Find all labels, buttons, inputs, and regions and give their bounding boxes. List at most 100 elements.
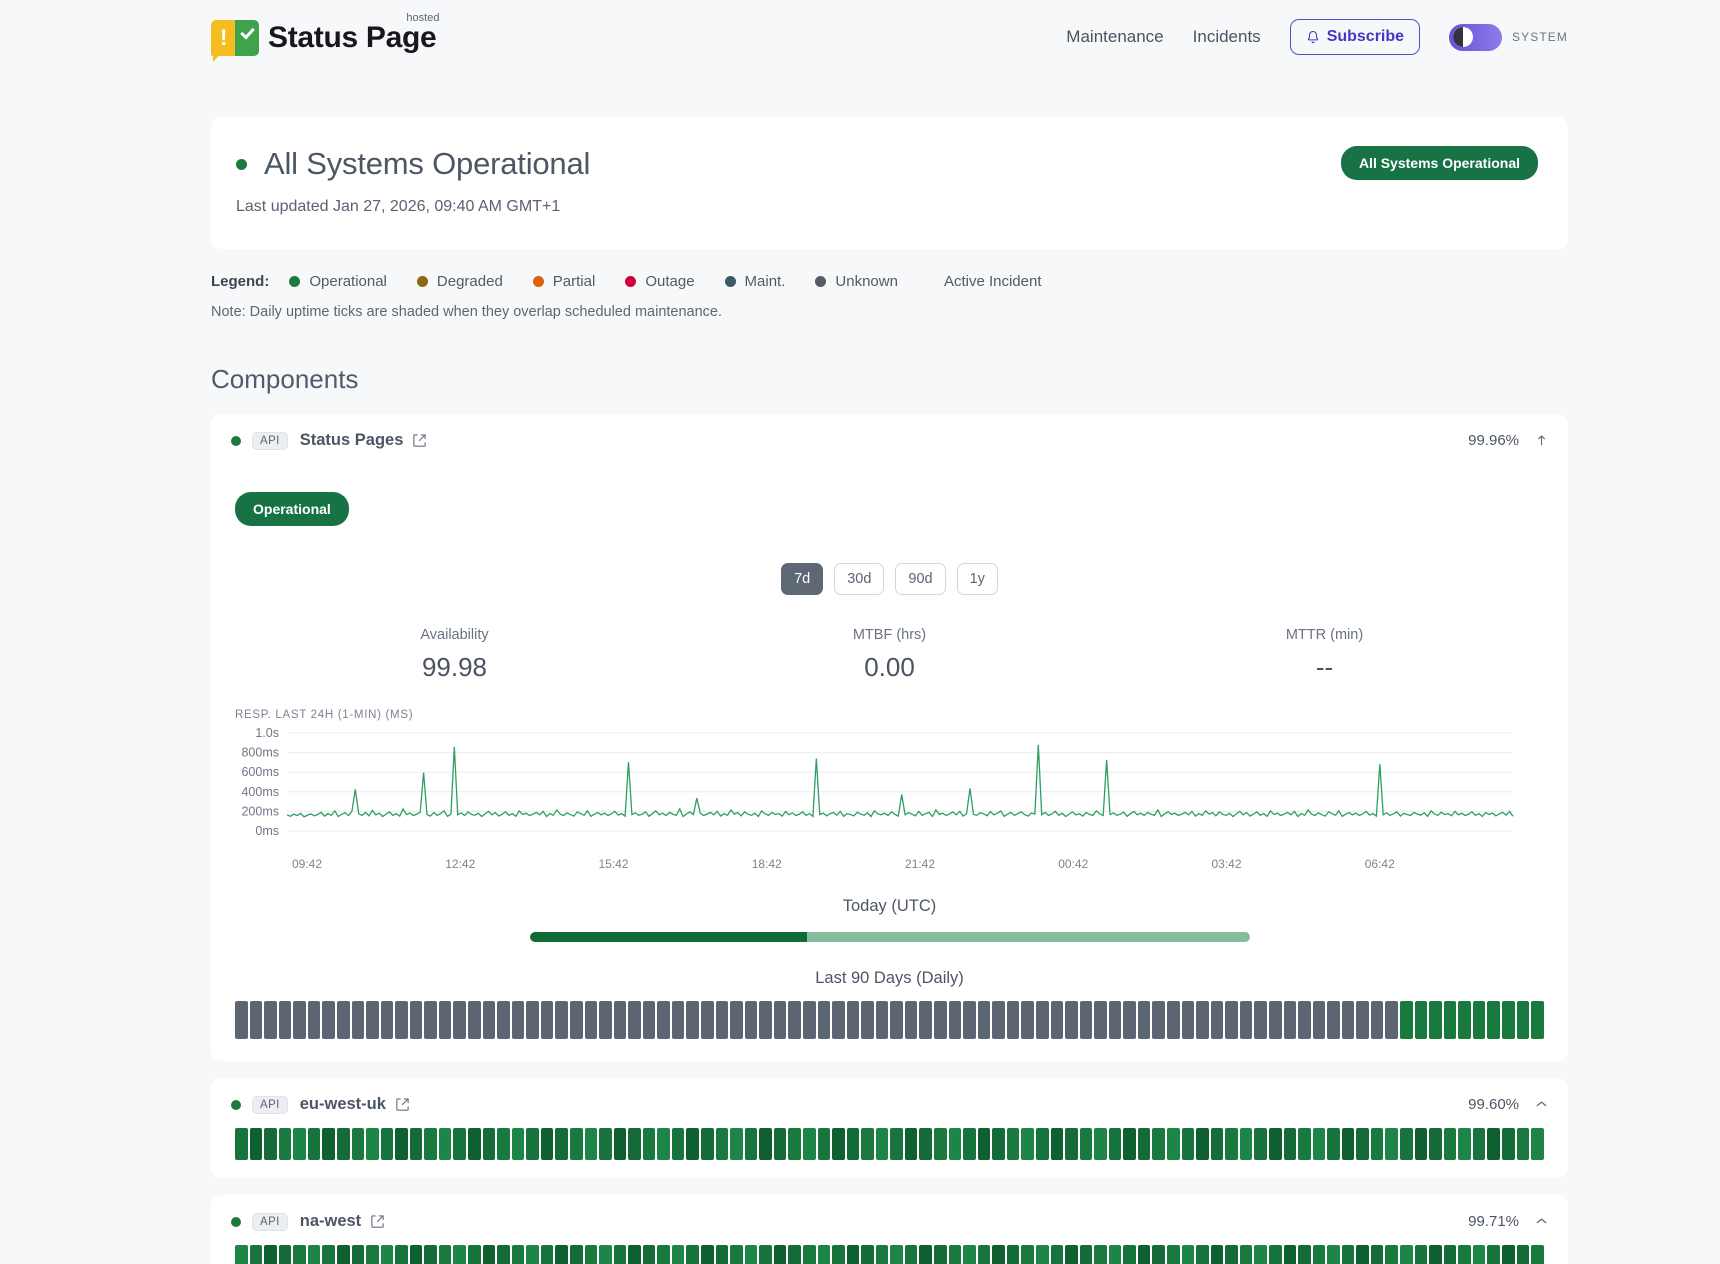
uptime-tick[interactable] — [482, 1245, 496, 1264]
component-name[interactable]: Status Pages — [299, 431, 404, 449]
uptime-tick[interactable] — [832, 1128, 845, 1160]
uptime-tick[interactable] — [1239, 1128, 1253, 1160]
theme-toggle[interactable] — [1449, 23, 1503, 51]
uptime-tick[interactable] — [890, 1245, 903, 1264]
external-link-icon[interactable] — [395, 1097, 410, 1112]
uptime-tick[interactable] — [453, 1128, 466, 1160]
uptime-tick[interactable] — [948, 1128, 962, 1160]
uptime-tick[interactable] — [861, 1128, 874, 1160]
uptime-tick[interactable] — [701, 1001, 714, 1039]
uptime-tick[interactable] — [438, 1128, 452, 1160]
uptime-tick[interactable] — [613, 1001, 627, 1039]
uptime-tick[interactable] — [1531, 1245, 1544, 1264]
brand-logo[interactable]: ! Status Page hosted — [211, 12, 439, 62]
uptime-tick[interactable] — [817, 1128, 831, 1160]
uptime-tick[interactable] — [526, 1245, 539, 1264]
uptime-tick[interactable] — [1400, 1001, 1413, 1039]
uptime-tick[interactable] — [1312, 1001, 1326, 1039]
uptime-tick[interactable] — [540, 1128, 554, 1160]
uptime-tick[interactable] — [628, 1001, 641, 1039]
uptime-tick[interactable] — [1152, 1245, 1165, 1264]
range-tab-30d[interactable]: 30d — [834, 563, 885, 595]
uptime-tick[interactable] — [817, 1245, 831, 1264]
uptime-tick[interactable] — [948, 1245, 962, 1264]
external-link-icon[interactable] — [370, 1214, 385, 1229]
uptime-tick[interactable] — [759, 1001, 772, 1039]
uptime-tick[interactable] — [1152, 1001, 1165, 1039]
uptime-tick[interactable] — [1094, 1001, 1107, 1039]
uptime-tick[interactable] — [526, 1001, 539, 1039]
uptime-tick[interactable] — [380, 1128, 394, 1160]
uptime-tick[interactable] — [1341, 1245, 1355, 1264]
uptime-tick[interactable] — [1501, 1128, 1515, 1160]
uptime-tick[interactable] — [1429, 1245, 1442, 1264]
uptime-tick[interactable] — [788, 1245, 801, 1264]
uptime-tick[interactable] — [832, 1245, 845, 1264]
uptime-tick[interactable] — [1443, 1245, 1457, 1264]
uptime-tick[interactable] — [1516, 1128, 1530, 1160]
uptime-tick[interactable] — [1341, 1001, 1355, 1039]
uptime-tick[interactable] — [1472, 1001, 1486, 1039]
uptime-tick[interactable] — [1370, 1128, 1384, 1160]
uptime-tick[interactable] — [1516, 1245, 1530, 1264]
uptime-tick[interactable] — [875, 1128, 889, 1160]
uptime-tick[interactable] — [904, 1001, 918, 1039]
uptime-tick[interactable] — [1108, 1001, 1122, 1039]
uptime-tick[interactable] — [336, 1001, 350, 1039]
uptime-tick[interactable] — [511, 1245, 525, 1264]
uptime-tick[interactable] — [1079, 1128, 1093, 1160]
uptime-tick[interactable] — [744, 1128, 758, 1160]
uptime-tick[interactable] — [526, 1128, 539, 1160]
uptime-tick[interactable] — [875, 1001, 889, 1039]
uptime-tick[interactable] — [1414, 1001, 1428, 1039]
uptime-tick[interactable] — [569, 1128, 583, 1160]
uptime-tick[interactable] — [846, 1001, 860, 1039]
uptime-tick[interactable] — [642, 1001, 656, 1039]
uptime-tick[interactable] — [788, 1001, 801, 1039]
uptime-tick[interactable] — [977, 1001, 991, 1039]
uptime-tick[interactable] — [715, 1245, 729, 1264]
uptime-tick[interactable] — [322, 1245, 335, 1264]
uptime-tick[interactable] — [1137, 1245, 1151, 1264]
uptime-tick[interactable] — [1094, 1128, 1107, 1160]
uptime-tick[interactable] — [235, 1001, 248, 1039]
uptime-tick[interactable] — [1414, 1245, 1428, 1264]
uptime-tick[interactable] — [293, 1128, 306, 1160]
uptime-tick[interactable] — [1079, 1001, 1093, 1039]
uptime-tick[interactable] — [1006, 1128, 1020, 1160]
uptime-tick[interactable] — [1196, 1245, 1209, 1264]
uptime-tick[interactable] — [744, 1001, 758, 1039]
uptime-tick[interactable] — [1385, 1245, 1398, 1264]
uptime-tick[interactable] — [1021, 1001, 1034, 1039]
uptime-tick[interactable] — [875, 1245, 889, 1264]
uptime-tick[interactable] — [569, 1245, 583, 1264]
uptime-tick[interactable] — [307, 1245, 321, 1264]
uptime-tick[interactable] — [599, 1245, 612, 1264]
uptime-tick[interactable] — [1181, 1128, 1195, 1160]
uptime-tick[interactable] — [1196, 1128, 1209, 1160]
uptime-tick[interactable] — [657, 1001, 670, 1039]
uptime-tick[interactable] — [336, 1245, 350, 1264]
uptime-tick[interactable] — [1254, 1001, 1267, 1039]
uptime-tick[interactable] — [701, 1245, 714, 1264]
uptime-tick[interactable] — [1370, 1001, 1384, 1039]
uptime-tick[interactable] — [1385, 1128, 1398, 1160]
uptime-tick[interactable] — [1429, 1128, 1442, 1160]
uptime-tick[interactable] — [1487, 1128, 1500, 1160]
uptime-tick[interactable] — [1268, 1001, 1282, 1039]
uptime-tick[interactable] — [249, 1245, 263, 1264]
uptime-tick[interactable] — [934, 1128, 947, 1160]
uptime-tick[interactable] — [628, 1128, 641, 1160]
uptime-tick[interactable] — [1225, 1128, 1238, 1160]
uptime-tick[interactable] — [992, 1128, 1005, 1160]
uptime-tick[interactable] — [235, 1245, 248, 1264]
uptime-tick[interactable] — [409, 1128, 423, 1160]
uptime-tick[interactable] — [1298, 1001, 1311, 1039]
uptime-tick[interactable] — [671, 1245, 685, 1264]
uptime-tick[interactable] — [744, 1245, 758, 1264]
uptime-tick[interactable] — [453, 1245, 466, 1264]
uptime-tick[interactable] — [686, 1128, 699, 1160]
uptime-tick[interactable] — [861, 1001, 874, 1039]
uptime-tick[interactable] — [977, 1128, 991, 1160]
uptime-tick[interactable] — [977, 1245, 991, 1264]
